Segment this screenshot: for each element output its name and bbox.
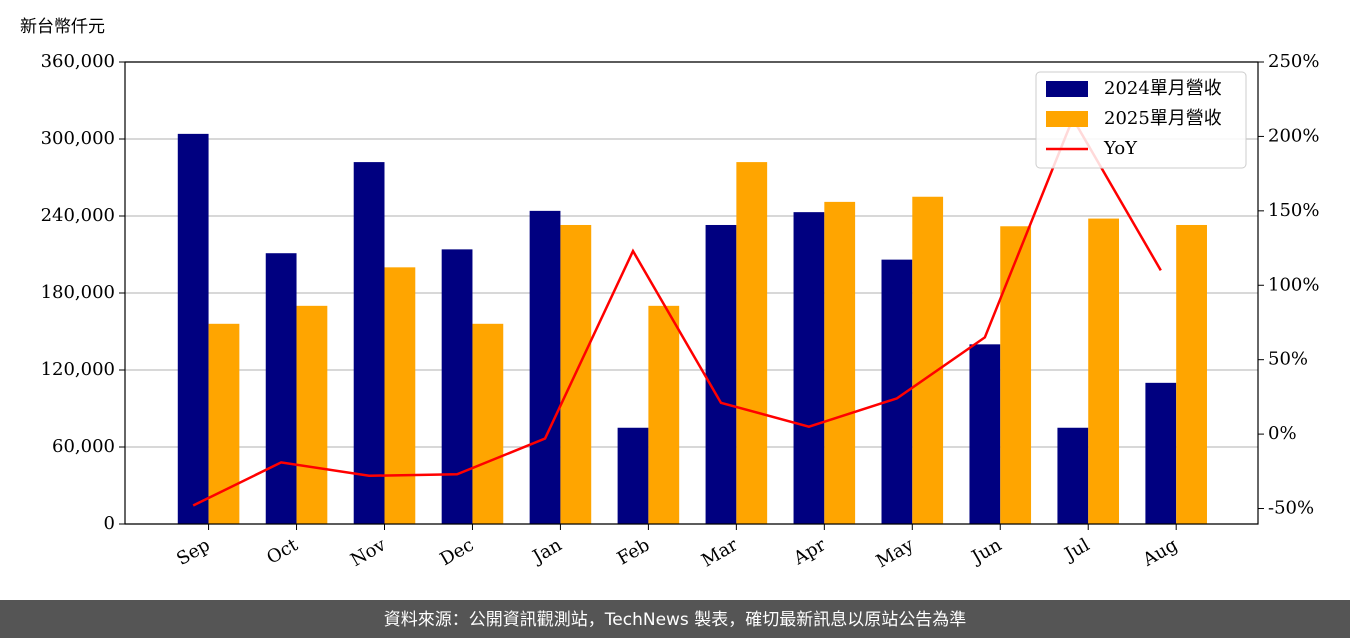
x-tick-label: Dec xyxy=(437,534,478,570)
x-tick-label: Jan xyxy=(528,534,566,568)
y2-tick-label: -50% xyxy=(1268,498,1314,519)
y-tick-label: 0 xyxy=(104,513,115,534)
bar xyxy=(1088,218,1120,525)
footer-bar xyxy=(0,600,1350,638)
bar xyxy=(705,224,737,524)
bar xyxy=(353,162,385,524)
legend-label: YoY xyxy=(1103,138,1138,159)
line xyxy=(192,115,1162,507)
y-tick-label: 300,000 xyxy=(41,128,115,149)
x-tick-label: Aug xyxy=(1139,534,1182,571)
y-tick-label: 120,000 xyxy=(41,359,115,380)
bar xyxy=(384,267,416,524)
bar xyxy=(969,344,1001,524)
x-tick-label: Nov xyxy=(347,534,390,571)
bar xyxy=(529,210,561,524)
bar xyxy=(1145,382,1177,524)
x-tick-label: Sep xyxy=(173,534,213,569)
x-tick-label: May xyxy=(873,534,918,572)
bar xyxy=(793,212,825,524)
x-tick-label: Mar xyxy=(698,534,742,571)
legend-swatch xyxy=(1046,111,1088,127)
bar xyxy=(441,249,473,524)
bar xyxy=(1000,226,1032,524)
bar xyxy=(208,323,240,524)
x-tick-label: Jul xyxy=(1060,534,1094,566)
bar xyxy=(617,427,649,524)
bar xyxy=(912,196,944,524)
legend-label: 2024單月營收 xyxy=(1104,78,1222,99)
y2-tick-label: 250% xyxy=(1268,51,1319,72)
y-tick-label: 240,000 xyxy=(41,205,115,226)
legend: 2024單月營收 2025單月營收 YoY xyxy=(1035,71,1247,169)
bar xyxy=(472,323,504,524)
y2-tick-label: 100% xyxy=(1268,274,1319,295)
x-tick-label: Apr xyxy=(789,534,829,569)
x-tick-label: Oct xyxy=(263,534,302,569)
legend-swatch xyxy=(1046,81,1088,97)
bar xyxy=(1176,224,1207,524)
bar xyxy=(265,253,297,524)
bar xyxy=(296,305,328,524)
bar xyxy=(736,162,768,524)
y2-tick-label: 150% xyxy=(1268,200,1319,221)
bar xyxy=(177,133,209,524)
y2-tick-label: 50% xyxy=(1268,349,1308,370)
plot-frame xyxy=(124,61,1259,525)
y-tick-label: 360,000 xyxy=(41,51,115,72)
legend-label: 2025單月營收 xyxy=(1104,108,1222,129)
y2-tick-label: 200% xyxy=(1268,125,1319,146)
x-tick-label: Feb xyxy=(614,534,654,569)
y2-tick-label: 0% xyxy=(1268,423,1297,444)
y-tick-label: 60,000 xyxy=(52,436,115,457)
x-tick-label: Jun xyxy=(967,534,1006,569)
bar xyxy=(1057,427,1089,524)
y-tick-label: 180,000 xyxy=(41,282,115,303)
legend-box xyxy=(1035,71,1247,169)
y-axis-label: 新台幣仟元 xyxy=(20,17,105,37)
footer-text: 資料來源：公開資訊觀測站，TechNews 製表，確切最新訊息以原站公告為準 xyxy=(384,610,966,630)
bar xyxy=(824,201,856,524)
bar xyxy=(648,305,680,524)
